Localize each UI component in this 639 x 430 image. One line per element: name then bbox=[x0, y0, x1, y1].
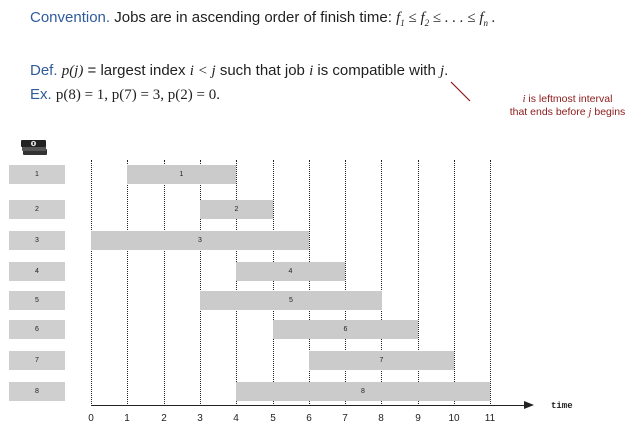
job-row-label-7: 7 bbox=[9, 351, 65, 370]
example-label: Ex. bbox=[30, 86, 52, 103]
note-line1: i is leftmost interval bbox=[495, 93, 639, 106]
job-interval-5: 5 bbox=[200, 291, 382, 310]
f1-sub: 1 bbox=[400, 18, 405, 28]
definition-line: Def. p(j) = largest index i < j such tha… bbox=[30, 62, 448, 80]
job-interval-1: 1 bbox=[127, 165, 236, 184]
job-interval-label: 7 bbox=[379, 357, 384, 364]
note-line1-rest: is leftmost interval bbox=[525, 93, 613, 105]
example-text: p(8) = 1, p(7) = 3, p(2) = 0. bbox=[55, 87, 220, 103]
job-row-label-2: 2 bbox=[9, 200, 65, 219]
tick-label-10: 10 bbox=[448, 413, 460, 424]
gridline-4 bbox=[236, 160, 237, 406]
tick-label-5: 5 bbox=[270, 413, 276, 424]
f1: f bbox=[396, 10, 401, 26]
gridline-3 bbox=[200, 160, 201, 406]
axis-arrowhead bbox=[524, 401, 534, 409]
job-row-label-6: 6 bbox=[9, 320, 65, 339]
time-axis bbox=[91, 405, 525, 406]
tick-label-4: 4 bbox=[233, 413, 239, 424]
job-row-label-8: 8 bbox=[9, 382, 65, 401]
def-pj: p(j) bbox=[61, 63, 84, 79]
def-eq: = bbox=[83, 62, 101, 79]
money-stack-icon bbox=[21, 140, 47, 155]
gridline-2 bbox=[164, 160, 165, 406]
annotation-note: i is leftmost interval that ends before … bbox=[495, 93, 639, 119]
job-interval-label: 3 bbox=[198, 237, 202, 244]
convention-line: Convention. Jobs are in ascending order … bbox=[30, 9, 496, 28]
gridline-8 bbox=[381, 160, 382, 406]
gridline-6 bbox=[309, 160, 310, 406]
def-j: j bbox=[439, 63, 445, 79]
tick-label-1: 1 bbox=[124, 413, 130, 424]
convention-text: Jobs are in ascending order of finish ti… bbox=[114, 9, 392, 26]
tick-label-6: 6 bbox=[306, 413, 312, 424]
definition-label: Def. bbox=[30, 62, 58, 79]
tick-label-9: 9 bbox=[415, 413, 421, 424]
note-j: j bbox=[588, 107, 592, 118]
tick-label-8: 8 bbox=[378, 413, 384, 424]
job-row-label-text: 1 bbox=[35, 171, 39, 178]
job-interval-label: 8 bbox=[361, 388, 365, 395]
def-i: i bbox=[309, 63, 314, 79]
job-row-label-1: 1 bbox=[9, 165, 65, 184]
fn: f bbox=[479, 10, 484, 26]
job-interval-label: 1 bbox=[179, 171, 184, 178]
note-line2: that ends before j begins bbox=[495, 106, 639, 119]
f2: f bbox=[420, 10, 425, 26]
job-row-label-text: 2 bbox=[35, 206, 39, 213]
job-interval-3: 3 bbox=[91, 231, 309, 250]
note-i: i bbox=[522, 94, 526, 105]
job-row-label-4: 4 bbox=[9, 262, 65, 281]
job-interval-label: 4 bbox=[288, 268, 293, 275]
gridline-9 bbox=[418, 160, 419, 406]
example-line: Ex. p(8) = 1, p(7) = 3, p(2) = 0. bbox=[30, 86, 220, 104]
job-interval-label: 6 bbox=[343, 326, 348, 333]
def-cond: i < j bbox=[189, 63, 216, 79]
job-interval-2: 2 bbox=[200, 200, 273, 219]
job-interval-6: 6 bbox=[273, 320, 418, 339]
def-text1: largest index bbox=[100, 62, 190, 79]
convention-label: Convention. bbox=[30, 9, 111, 26]
leq1: ≤ bbox=[404, 10, 421, 26]
job-row-label-text: 4 bbox=[35, 268, 39, 275]
job-row-label-text: 3 bbox=[35, 237, 39, 244]
job-interval-4: 4 bbox=[236, 262, 345, 281]
job-row-label-text: 6 bbox=[35, 326, 39, 333]
job-interval-label: 2 bbox=[234, 206, 239, 213]
def-dot: . bbox=[444, 62, 449, 79]
job-interval-8: 8 bbox=[236, 382, 490, 401]
def-text2: such that job bbox=[215, 62, 310, 79]
job-interval-label: 5 bbox=[289, 297, 293, 304]
note-line2-end: begins bbox=[591, 106, 626, 118]
gridline-0 bbox=[91, 160, 92, 406]
job-interval-7: 7 bbox=[309, 351, 454, 370]
job-row-label-5: 5 bbox=[9, 291, 65, 310]
gridline-11 bbox=[490, 160, 491, 406]
f2-sub: 2 bbox=[424, 18, 430, 28]
gridline-10 bbox=[454, 160, 455, 406]
time-axis-label: time bbox=[551, 401, 573, 411]
job-row-label-text: 7 bbox=[35, 357, 39, 364]
job-row-label-3: 3 bbox=[9, 231, 65, 250]
fn-sub: n bbox=[483, 18, 489, 28]
convention-formula: f1 ≤ f2 ≤ . . . ≤ fn . bbox=[396, 10, 496, 28]
tick-label-11: 11 bbox=[484, 413, 496, 424]
formula-end: . bbox=[488, 10, 496, 26]
leq-dots: ≤ . . . ≤ bbox=[429, 10, 480, 26]
tick-label-0: 0 bbox=[88, 413, 94, 424]
job-row-label-text: 8 bbox=[35, 388, 39, 395]
note-line2-start: that ends before bbox=[509, 106, 589, 118]
tick-label-3: 3 bbox=[197, 413, 203, 424]
def-text3: is compatible with bbox=[313, 62, 440, 79]
gridline-7 bbox=[345, 160, 346, 406]
gridline-5 bbox=[273, 160, 274, 406]
job-row-label-text: 5 bbox=[35, 297, 39, 304]
tick-label-2: 2 bbox=[161, 413, 167, 424]
gridline-1 bbox=[127, 160, 128, 406]
tick-label-7: 7 bbox=[342, 413, 348, 424]
